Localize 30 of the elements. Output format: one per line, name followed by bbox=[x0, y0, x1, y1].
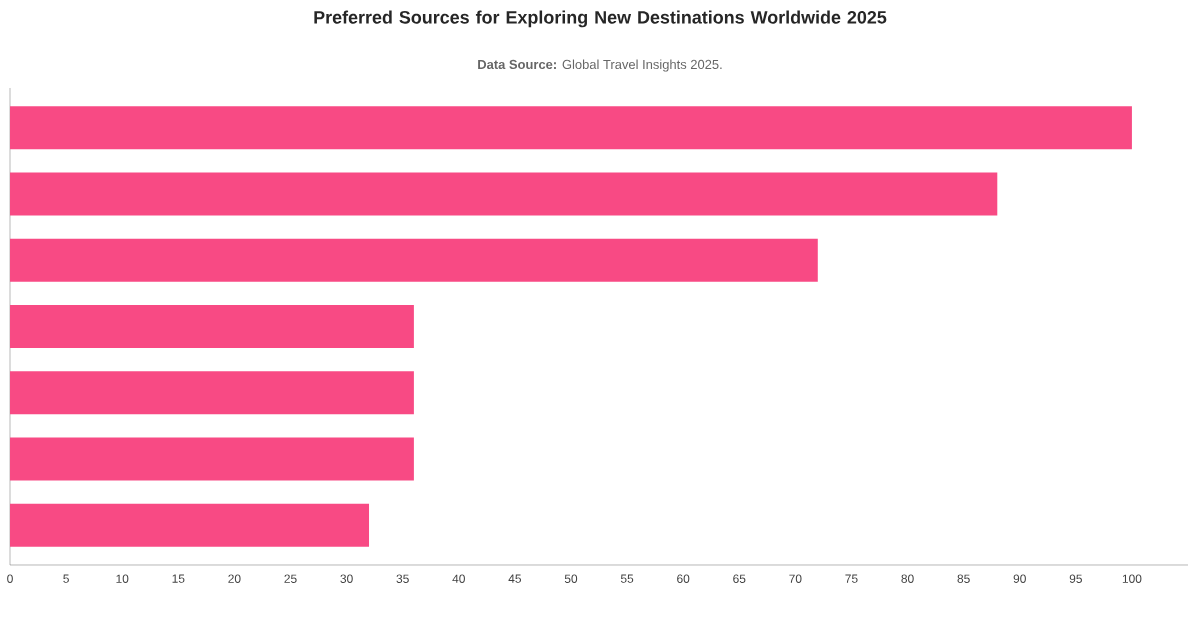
x-tick-label: 95 bbox=[1069, 574, 1082, 583]
x-tick-label: 60 bbox=[677, 574, 690, 583]
bar bbox=[10, 172, 998, 216]
bar bbox=[10, 503, 370, 547]
x-tick-label: 70 bbox=[789, 574, 802, 583]
x-tick-label: 10 bbox=[116, 574, 129, 583]
chart-subtitle: Data Source: Global Travel Insights 2025. bbox=[478, 59, 722, 72]
x-tick-label: 80 bbox=[901, 574, 914, 583]
bar bbox=[10, 304, 414, 348]
bar bbox=[10, 238, 818, 282]
x-tick-label: 90 bbox=[1013, 574, 1026, 583]
x-tick-label: 85 bbox=[957, 574, 970, 583]
x-tick-label: 5 bbox=[63, 574, 69, 583]
x-tick-label: 15 bbox=[172, 574, 185, 583]
x-tick-label: 0 bbox=[7, 574, 13, 583]
x-tick-label: 75 bbox=[845, 574, 858, 583]
x-tick-label: 45 bbox=[508, 574, 522, 583]
x-tick-label: 40 bbox=[452, 574, 465, 583]
x-tick-label: 35 bbox=[396, 574, 409, 583]
chart-title: Preferred Sources for Exploring New Destinations Worldwide 2025 bbox=[314, 10, 887, 28]
bar bbox=[10, 106, 1132, 150]
x-tick-label: 25 bbox=[284, 574, 297, 583]
x-tick-label: 100 bbox=[1122, 574, 1142, 583]
x-tick-label: 55 bbox=[620, 574, 634, 583]
x-tick-label: 50 bbox=[564, 574, 578, 583]
x-tick-label: 20 bbox=[228, 574, 241, 583]
x-tick-label: 65 bbox=[733, 574, 746, 583]
x-tick-label: 30 bbox=[340, 574, 353, 583]
bar bbox=[10, 437, 414, 481]
bar bbox=[10, 371, 414, 415]
